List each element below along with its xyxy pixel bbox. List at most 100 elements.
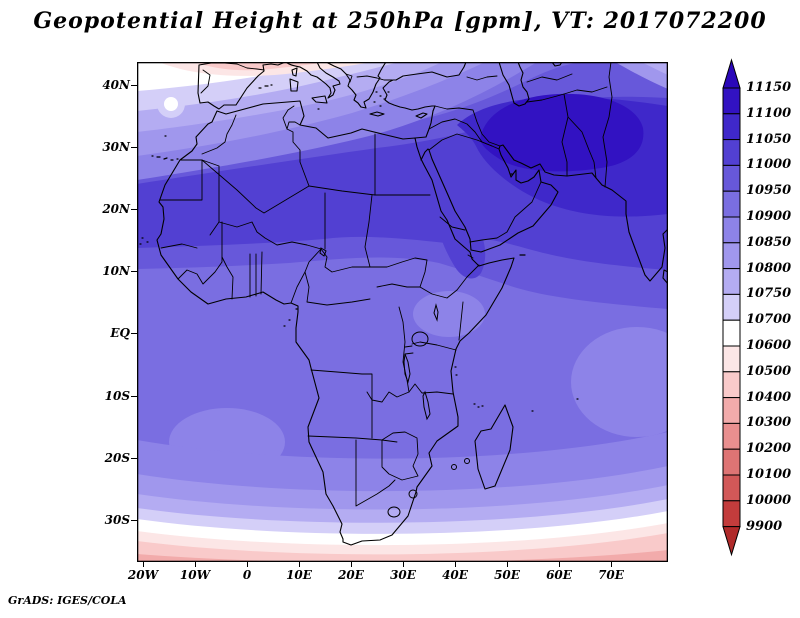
field-patch-hornofafrica — [413, 291, 485, 337]
lake-turkana — [433, 303, 439, 322]
colorbar-segment-10950 — [722, 190, 741, 218]
lakes — [319, 247, 470, 518]
colorbar-label-10000: 10000 — [746, 492, 792, 508]
colorbar-segment-10600 — [722, 345, 741, 373]
lat-tick-label-30S: 30S — [104, 513, 130, 527]
coastlines — [156, 62, 668, 546]
map-frame — [137, 62, 668, 562]
crete-coastline — [369, 111, 385, 117]
colorbar-label-10300: 10300 — [746, 415, 792, 431]
colorbar-segment-10750 — [722, 293, 741, 321]
lake-victoria — [411, 331, 429, 347]
field-max-iran-11100-11150 — [480, 93, 644, 172]
lon-tick-mark-20E — [351, 562, 352, 567]
lesotho-border — [387, 506, 401, 518]
colorbar-segment-11000 — [722, 164, 741, 192]
lat-tick-label-EQ: EQ — [110, 326, 130, 340]
colorbar-label-10800: 10800 — [746, 260, 792, 276]
colorbar-label-10400: 10400 — [746, 389, 792, 405]
lake-chad — [319, 247, 327, 257]
lake-tanganyika — [403, 353, 411, 384]
lon-tick-label-20W: 20W — [127, 568, 159, 582]
lat-tick-mark-10S — [131, 396, 137, 397]
colorbar-segment-10900 — [722, 216, 741, 244]
colorbar-label-10500: 10500 — [746, 363, 792, 379]
lon-tick-mark-60E — [559, 562, 560, 567]
colorbar-arrow-top — [722, 58, 741, 89]
lon-tick-mark-70E — [611, 562, 612, 567]
italy-coastline — [285, 62, 341, 99]
lat-tick-mark-30N — [131, 147, 137, 148]
lon-tick-label-30E: 30E — [390, 568, 416, 582]
colorbar-segment-10800 — [722, 268, 741, 295]
lat-tick-label-40N: 40N — [102, 78, 130, 92]
field-patch-indianocean — [571, 327, 668, 437]
lon-tick-mark-40E — [455, 562, 456, 567]
colorbar-segment-10300 — [722, 422, 741, 450]
lon-tick-label-70E: 70E — [598, 568, 624, 582]
lon-tick-label-20E: 20E — [338, 568, 364, 582]
lon-tick-label-40E: 40E — [442, 568, 468, 582]
sinai-coastline — [420, 148, 430, 161]
colorbar-segment-11100 — [722, 113, 741, 141]
field-north-pink-inner — [195, 62, 325, 71]
colorbar-label-11000: 11000 — [746, 157, 792, 173]
colorbar-segment-10700 — [722, 319, 741, 347]
colorbar-label-10200: 10200 — [746, 441, 792, 457]
colorbar-label-11100: 11100 — [746, 105, 792, 121]
swaziland-border — [408, 489, 418, 499]
colorbar-label-11150: 11150 — [746, 80, 792, 95]
turkey-coastline — [382, 79, 436, 111]
colorbar-segment-11150 — [722, 87, 741, 115]
country-borders — [159, 62, 613, 507]
lat-tick-label-30N: 30N — [102, 140, 130, 154]
lon-tick-mark-20W — [143, 562, 144, 567]
caspian-sea-coastline — [498, 62, 530, 107]
aral-coast-fragment — [551, 62, 563, 67]
lat-tick-mark-30S — [131, 520, 137, 521]
cyprus-coastline — [415, 112, 428, 119]
contour-field — [137, 62, 668, 562]
colorbar-label-10100: 10100 — [746, 467, 792, 482]
lat-tick-label-10N: 10N — [102, 264, 130, 278]
colorbar-label-10900: 10900 — [746, 209, 792, 224]
field-cutoff-low-core — [164, 97, 178, 111]
sicily-coastline — [311, 95, 328, 104]
plot-title: Geopotential Height at 250hPa [gpm], VT:… — [33, 8, 767, 34]
lat-tick-mark-20N — [131, 209, 137, 210]
arabia-iran-india-coastline — [428, 144, 668, 282]
lon-tick-label-60E: 60E — [546, 568, 572, 582]
lon-tick-label-50E: 50E — [494, 568, 520, 582]
colorbar-segment-10500 — [722, 371, 741, 399]
colorbar-label-10850: 10850 — [746, 234, 792, 250]
lat-tick-mark-10N — [131, 271, 137, 272]
blacksea-coastline — [395, 62, 467, 81]
sardinia-coastline — [289, 78, 299, 92]
colorbar-label-9900: 9900 — [746, 518, 783, 534]
island-ring-2 — [464, 458, 470, 464]
colorbar-segment-11050 — [722, 139, 741, 166]
lon-tick-label-10E: 10E — [286, 568, 312, 582]
balkans-greece-coastline — [325, 62, 387, 109]
lat-tick-mark-40N — [131, 85, 137, 86]
lat-tick-mark-20S — [131, 458, 137, 459]
lon-tick-label-10W: 10W — [179, 568, 211, 582]
lon-tick-mark-0 — [247, 562, 248, 567]
colorbar-label-10750: 10750 — [746, 286, 792, 302]
lat-tick-label-20S: 20S — [104, 451, 130, 465]
colorbar-segment-10000 — [722, 500, 741, 528]
lon-tick-mark-10W — [195, 562, 196, 567]
colorbar-segment-10400 — [722, 397, 741, 424]
colorbar-segment-10100 — [722, 474, 741, 502]
colorbar-label-10600: 10600 — [746, 338, 792, 353]
map-plot-area — [137, 62, 668, 562]
field-south-band-10400 — [137, 533, 668, 562]
colorbar-arrow-bottom — [722, 526, 741, 557]
lon-tick-mark-50E — [507, 562, 508, 567]
colorbar-segment-10850 — [722, 242, 741, 270]
lat-tick-label-10S: 10S — [104, 389, 130, 403]
madagascar-coastline — [474, 404, 514, 490]
iberia-coastline — [197, 62, 287, 110]
colorbar-segment-10200 — [722, 448, 741, 476]
